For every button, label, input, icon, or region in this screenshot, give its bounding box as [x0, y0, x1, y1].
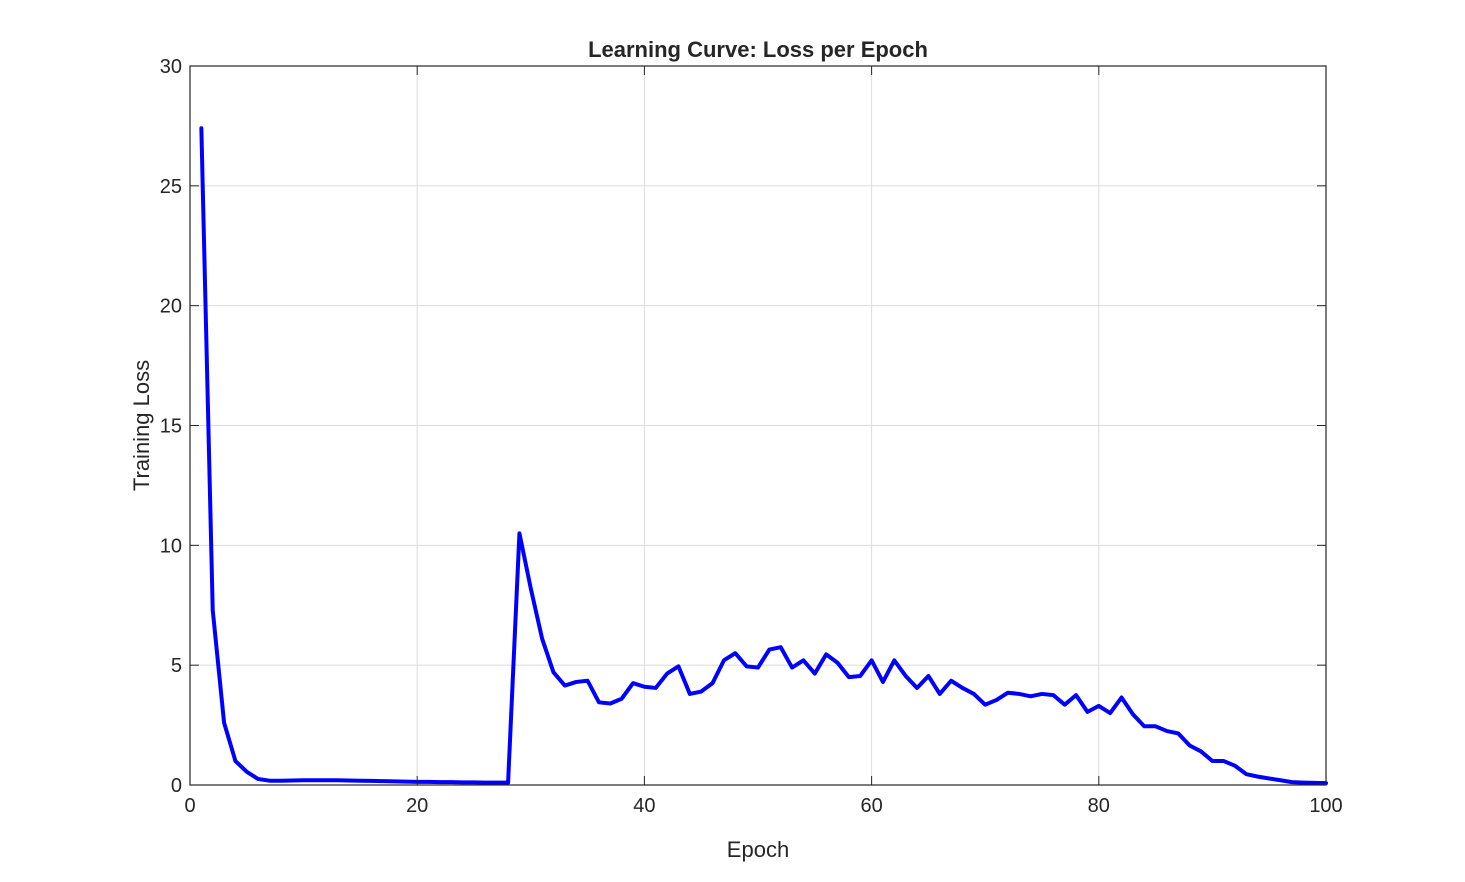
tick-layer: 0 20 40 60 80 100 0 5 10 15 20 25 30	[160, 56, 1343, 817]
series-line-1	[199, 126, 1328, 786]
y-tick-label: 30	[160, 56, 182, 78]
grid-layer	[190, 66, 1326, 785]
y-tick-label: 25	[160, 176, 182, 198]
x-tick-label: 100	[1309, 795, 1342, 817]
y-tick-label: 10	[160, 535, 182, 557]
x-tick-label: 0	[184, 795, 195, 817]
x-tick-label: 60	[860, 795, 882, 817]
series-layer	[199, 126, 1328, 786]
x-tick-label: 20	[406, 795, 428, 817]
y-tick-label: 15	[160, 416, 182, 438]
x-tick-label: 80	[1088, 795, 1110, 817]
x-axis-label: Epoch	[727, 837, 789, 862]
x-tick-label: 40	[633, 795, 655, 817]
y-tick-label: 20	[160, 296, 182, 318]
chart-title: Learning Curve: Loss per Epoch	[588, 37, 928, 62]
y-tick-label: 5	[171, 655, 182, 677]
y-axis-label: Training Loss	[129, 360, 154, 491]
y-tick-label: 0	[171, 775, 182, 797]
